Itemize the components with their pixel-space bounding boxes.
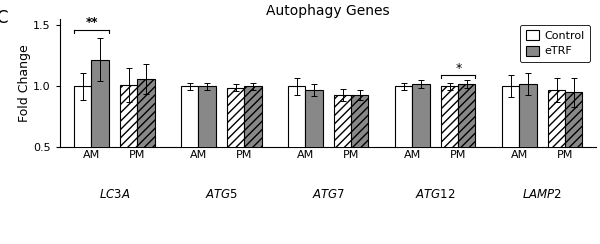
Bar [565,92,583,208]
Text: *: * [455,62,461,75]
Y-axis label: Fold Change: Fold Change [17,44,31,122]
Bar [502,86,520,208]
Text: C: C [0,9,7,27]
Bar [288,86,305,208]
Bar [334,95,352,208]
Text: $\it{LAMP2}$: $\it{LAMP2}$ [522,188,562,201]
Bar [441,86,458,208]
Bar [458,84,475,208]
Title: Autophagy Genes: Autophagy Genes [266,4,390,18]
Bar [137,79,155,208]
Bar [352,95,368,208]
Bar [412,84,430,208]
Bar [395,86,412,208]
Bar [548,90,565,208]
Text: $\it{ATG5}$: $\it{ATG5}$ [205,188,238,201]
Text: $\it{ATG7}$: $\it{ATG7}$ [311,188,345,201]
Bar [120,85,137,208]
Bar [199,86,215,208]
Text: **: ** [85,16,98,29]
Bar [227,88,244,208]
Legend: Control, eTRF: Control, eTRF [520,25,590,62]
Bar [91,60,109,208]
Bar [181,86,199,208]
Bar [244,86,262,208]
Text: $\it{ATG12}$: $\it{ATG12}$ [415,188,456,201]
Bar [74,86,91,208]
Bar [520,84,536,208]
Bar [305,90,323,208]
Text: $\it{LC3A}$: $\it{LC3A}$ [98,188,130,201]
